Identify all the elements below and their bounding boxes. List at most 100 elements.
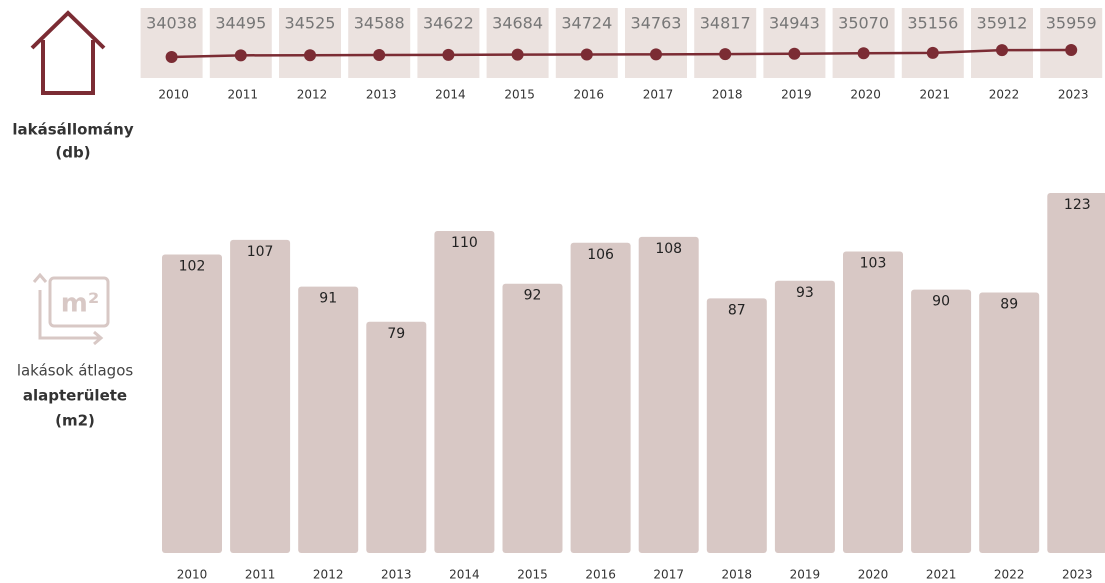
bar — [570, 242, 631, 553]
bar — [979, 292, 1040, 553]
x-tick-label: 2023 — [1058, 88, 1089, 102]
bar — [298, 286, 359, 553]
value-label: 110 — [451, 235, 478, 251]
value-box — [348, 8, 411, 78]
x-tick-label: 2015 — [517, 568, 548, 582]
point — [234, 49, 247, 62]
x-tick-label: 2020 — [858, 568, 889, 582]
x-tick-label: 2019 — [790, 568, 821, 582]
point — [165, 51, 178, 63]
chart-label: (db) — [55, 144, 90, 162]
value-label: 34588 — [354, 14, 405, 33]
value-label: 34038 — [146, 14, 197, 33]
value-box — [486, 8, 549, 78]
area-icon — [32, 272, 110, 346]
value-label: 34763 — [631, 14, 682, 33]
point — [1065, 44, 1078, 56]
bar — [911, 289, 972, 553]
value-box — [901, 8, 964, 78]
x-tick-label: 2016 — [574, 88, 605, 102]
value-label: 91 — [319, 291, 337, 307]
x-tick-label: 2010 — [158, 88, 189, 102]
value-label: 79 — [387, 326, 405, 342]
value-label: 102 — [179, 258, 206, 274]
point — [304, 49, 316, 62]
value-box — [555, 8, 618, 78]
point — [788, 47, 801, 60]
value-label: 106 — [587, 247, 614, 263]
x-tick-label: 2019 — [781, 88, 812, 102]
x-tick-label: 2012 — [313, 568, 344, 582]
value-label: 103 — [860, 256, 887, 272]
value-label: 93 — [796, 285, 814, 301]
x-tick-label: 2014 — [435, 88, 466, 102]
value-label: 123 — [1064, 197, 1091, 213]
bar — [162, 254, 222, 553]
value-box — [625, 8, 687, 78]
x-tick-label: 2014 — [449, 568, 480, 582]
point — [511, 48, 524, 61]
value-box — [209, 8, 272, 78]
x-tick-label: 2018 — [722, 568, 753, 582]
chart-label: lakásállomány — [12, 121, 133, 139]
bar — [774, 280, 835, 553]
value-box — [1040, 8, 1103, 78]
bar — [366, 321, 427, 553]
value-box — [140, 8, 203, 78]
value-label: 92 — [524, 288, 542, 304]
value-label: 107 — [247, 244, 274, 260]
point — [373, 48, 386, 61]
x-tick-label: 2017 — [643, 88, 674, 102]
x-tick-label: 2021 — [926, 568, 957, 582]
x-tick-label: 2017 — [653, 568, 684, 582]
x-tick-label: 2023 — [1062, 568, 1093, 582]
value-label: 108 — [655, 241, 682, 257]
value-box — [417, 8, 480, 78]
value-label: 35156 — [907, 14, 958, 33]
bar — [434, 231, 495, 554]
x-tick-label: 2010 — [177, 568, 208, 582]
value-label: 34943 — [769, 14, 820, 33]
bar — [706, 298, 767, 553]
bar — [1047, 193, 1105, 553]
chart-label: (m2) — [55, 412, 95, 430]
x-tick-label: 2018 — [712, 88, 743, 102]
x-tick-label: 2016 — [585, 568, 616, 582]
point — [996, 44, 1008, 57]
line — [171, 48, 1072, 59]
x-tick-label: 2020 — [850, 88, 881, 102]
x-tick-label: 2011 — [245, 568, 276, 582]
value-label: 34495 — [215, 14, 266, 33]
point — [580, 48, 593, 61]
value-label: 35070 — [838, 14, 889, 33]
value-box — [279, 8, 341, 78]
point — [857, 47, 870, 60]
value-label: 35959 — [1046, 14, 1097, 33]
value-box — [971, 8, 1033, 78]
value-label: 35912 — [977, 14, 1028, 33]
value-box — [763, 8, 826, 78]
value-label: 34684 — [492, 14, 543, 33]
bar — [843, 251, 903, 553]
x-tick-label: 2012 — [297, 88, 328, 102]
icon-text: m² — [61, 289, 99, 319]
x-tick-label: 2022 — [994, 568, 1025, 582]
value-label: 34622 — [423, 14, 474, 33]
bar — [230, 239, 291, 553]
value-box — [694, 8, 757, 78]
chart-label: alapterülete — [23, 387, 127, 405]
x-tick-label: 2015 — [504, 88, 535, 102]
value-box — [832, 8, 895, 78]
value-label: 89 — [1000, 297, 1018, 313]
value-label: 34817 — [700, 14, 751, 33]
point — [719, 48, 732, 61]
x-tick-label: 2021 — [920, 88, 951, 102]
bar — [502, 283, 563, 553]
point — [926, 46, 939, 59]
x-tick-label: 2022 — [989, 88, 1020, 102]
value-label: 90 — [932, 294, 950, 310]
value-label: 87 — [728, 302, 746, 318]
point — [442, 48, 455, 61]
x-tick-label: 2013 — [381, 568, 412, 582]
